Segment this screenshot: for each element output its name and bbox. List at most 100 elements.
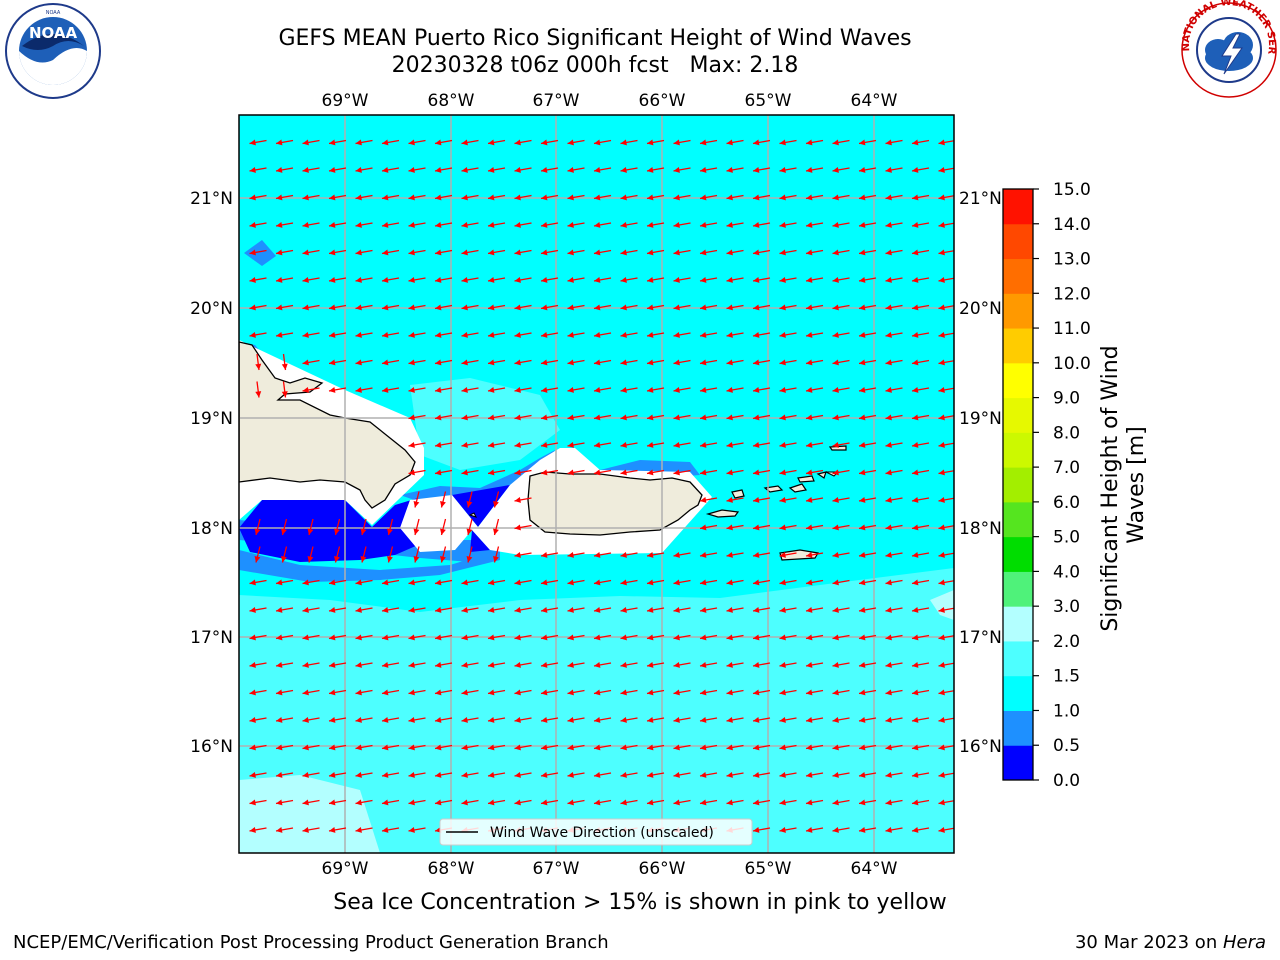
wave-direction-arrow: [646, 414, 665, 421]
wave-direction-arrow: [381, 277, 400, 283]
wave-direction-arrow: [858, 359, 877, 366]
wave-direction-arrow: [620, 744, 638, 751]
wave-direction-arrow: [540, 222, 559, 228]
wave-direction-arrow: [911, 194, 930, 201]
land-hispaniola: [239, 341, 416, 509]
wave-direction-arrow: [514, 469, 532, 476]
wave-direction-arrow: [911, 772, 930, 778]
wave-direction-arrow: [302, 167, 320, 173]
wave-direction-arrow: [487, 359, 506, 366]
ice-note: Sea Ice Concentration > 15% is shown in …: [333, 890, 947, 915]
wave-direction-arrow: [911, 497, 930, 503]
wave-direction-arrow: [461, 607, 479, 613]
wave-direction-arrow: [911, 222, 930, 228]
colorbar-swatch: [1003, 536, 1033, 572]
wave-direction-arrow: [302, 304, 320, 311]
lat-label-right: 20°N: [959, 299, 1002, 319]
wave-direction-arrow: [620, 579, 638, 586]
wave-direction-arrow: [276, 855, 293, 861]
wave-direction-arrow: [334, 518, 341, 536]
wave-direction-arrow: [805, 772, 824, 778]
lat-label-left: 19°N: [190, 409, 233, 429]
colorbar-swatch: [1003, 640, 1033, 677]
wave-direction-arrow: [699, 717, 718, 723]
wave-direction-arrow: [593, 469, 612, 476]
wave-direction-arrow: [673, 607, 691, 613]
wave-direction-arrow: [540, 249, 559, 256]
wave-direction-arrow: [938, 827, 954, 833]
wave-direction-arrow: [540, 607, 559, 613]
wave-direction-arrow: [752, 469, 771, 476]
wave-direction-arrow: [381, 194, 400, 201]
lat-label-right: 17°N: [959, 628, 1002, 648]
wave-direction-arrow: [620, 634, 638, 641]
wave-direction-arrow: [858, 552, 877, 558]
wave-direction-arrow: [911, 359, 930, 366]
wave-direction-arrow: [805, 524, 824, 531]
wave-direction-arrow: [567, 194, 585, 201]
wave-direction-arrow: [540, 717, 559, 723]
wave-zone-0.5-mid2: [470, 530, 490, 552]
wave-direction-arrow: [249, 717, 267, 723]
wave-direction-arrow: [620, 359, 638, 366]
wave-direction-arrow: [514, 579, 532, 586]
wave-direction-arrow: [620, 799, 638, 806]
colorbar-swatch: [1003, 745, 1033, 781]
wave-direction-arrow: [699, 579, 718, 586]
wave-direction-arrow: [726, 359, 744, 366]
wave-direction-arrow: [275, 607, 294, 613]
wave-direction-arrow: [408, 414, 426, 421]
wave-direction-arrow: [381, 304, 400, 311]
wave-direction-arrow: [514, 332, 532, 338]
wave-direction-arrow: [594, 855, 611, 861]
wave-direction-arrow: [752, 497, 771, 503]
wave-direction-arrow: [461, 662, 479, 668]
wave-direction-arrow: [646, 139, 665, 146]
svg-text:NOAA: NOAA: [46, 10, 61, 16]
wave-direction-arrow: [514, 304, 532, 311]
wave-direction-arrow: [302, 249, 320, 256]
wave-direction-arrow: [699, 607, 718, 613]
wave-direction-arrow: [911, 662, 930, 668]
wave-direction-arrow: [779, 744, 797, 751]
wave-direction-arrow: [514, 387, 532, 393]
wave-zone-1.0-south: [239, 550, 500, 582]
colorbar-swatch: [1003, 432, 1033, 468]
wave-direction-arrow: [461, 579, 479, 586]
wave-direction-arrow: [514, 497, 532, 503]
wave-direction-arrow: [408, 717, 426, 723]
wave-direction-arrow: [434, 249, 453, 256]
wave-direction-arrow: [726, 744, 744, 751]
wave-direction-arrow: [620, 717, 638, 723]
wave-direction-arrow: [514, 194, 532, 201]
wave-direction-arrow: [646, 387, 665, 393]
wave-direction-arrow: [487, 772, 506, 778]
colorbar-tick-label: 5.0: [1053, 528, 1080, 548]
wave-direction-arrow: [567, 249, 585, 256]
lat-label-left: 18°N: [190, 519, 233, 539]
wave-direction-arrow: [487, 717, 506, 723]
wave-direction-arrow: [514, 634, 532, 641]
wave-direction-arrow: [832, 634, 850, 641]
wave-direction-arrow: [752, 332, 771, 338]
colorbar-label: Significant Height of Wind Waves [m]: [1098, 338, 1149, 631]
arrow-legend: Wind Wave Direction (unscaled): [439, 818, 753, 846]
wave-direction-arrow: [805, 277, 824, 283]
wave-direction-arrow: [567, 139, 585, 146]
wave-direction-arrow: [911, 414, 930, 421]
wave-direction-arrow: [646, 277, 665, 283]
wave-direction-arrow: [434, 304, 453, 311]
wave-direction-arrow: [408, 827, 426, 833]
wave-direction-arrow: [408, 799, 426, 806]
wave-direction-arrow: [726, 579, 744, 586]
wave-direction-arrow: [487, 469, 506, 476]
wave-direction-arrow: [461, 442, 479, 448]
wave-direction-arrow: [646, 689, 665, 696]
wave-direction-arrow: [620, 249, 638, 256]
wave-direction-arrow: [832, 249, 850, 256]
wave-direction-arrow: [832, 194, 850, 201]
wave-direction-arrow: [434, 387, 453, 393]
colorbar-swatch: [1003, 258, 1033, 294]
wave-direction-arrow: [938, 442, 954, 448]
